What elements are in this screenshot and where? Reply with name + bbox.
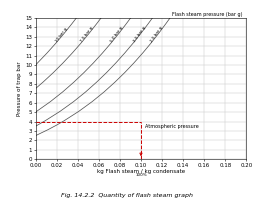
Text: 3.5 bar g: 3.5 bar g [132, 26, 146, 43]
Text: 2.5 bar g: 2.5 bar g [150, 26, 164, 43]
Text: 10 bar g: 10 bar g [55, 27, 69, 43]
X-axis label: kg Flash steam / kg condensate: kg Flash steam / kg condensate [97, 169, 185, 174]
Text: 7.5 bar g: 7.5 bar g [80, 26, 94, 43]
Text: Atmospheric pressure: Atmospheric pressure [145, 124, 199, 129]
Text: Fig. 14.2.2  Quantity of flash steam graph: Fig. 14.2.2 Quantity of flash steam grap… [61, 193, 193, 198]
Y-axis label: Pressure of trap bar: Pressure of trap bar [17, 61, 22, 116]
Text: Flash steam pressure (bar g): Flash steam pressure (bar g) [172, 12, 242, 17]
Text: 5.0 bar g: 5.0 bar g [110, 26, 124, 43]
Text: 100%: 100% [135, 173, 147, 177]
